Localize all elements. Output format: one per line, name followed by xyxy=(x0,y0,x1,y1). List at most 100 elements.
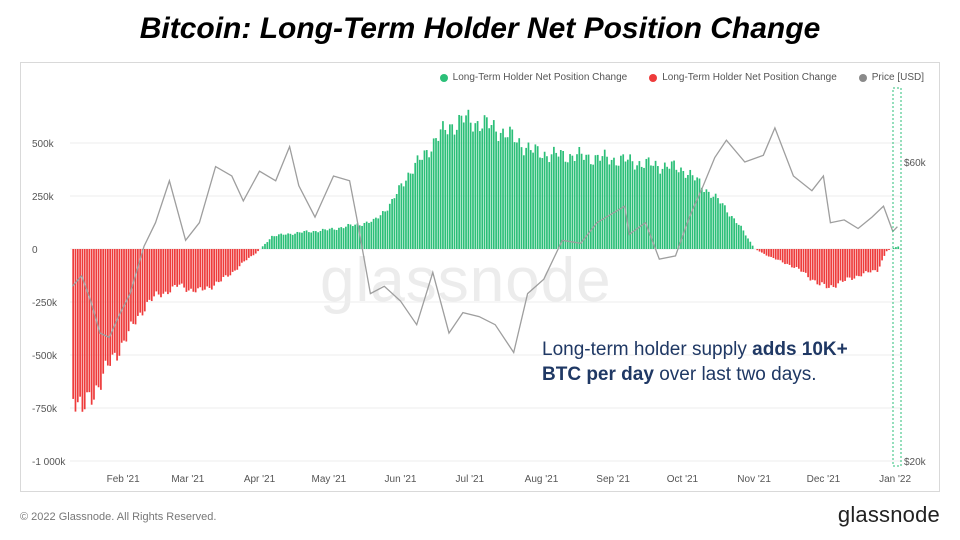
positive-bar xyxy=(668,168,671,249)
positive-bar xyxy=(587,154,590,249)
positive-bar xyxy=(622,154,625,249)
positive-bar xyxy=(543,151,546,249)
positive-bar xyxy=(601,156,604,249)
negative-bar xyxy=(828,249,830,288)
positive-bar xyxy=(659,173,662,249)
y-left-tick-label: -500k xyxy=(32,351,58,362)
positive-bar xyxy=(296,231,299,249)
positive-bar xyxy=(488,128,491,249)
positive-bar xyxy=(895,247,897,249)
positive-bar xyxy=(532,152,534,249)
positive-bar xyxy=(273,236,276,249)
legend-item-price[interactable]: Price [USD] xyxy=(858,72,924,83)
positive-bar xyxy=(384,211,387,249)
positive-bar xyxy=(652,165,655,249)
negative-bar xyxy=(756,249,759,251)
positive-bar xyxy=(682,171,685,249)
negative-bar xyxy=(224,249,227,276)
negative-bar xyxy=(222,249,225,277)
positive-bar xyxy=(418,159,421,249)
x-tick-label: Dec '21 xyxy=(807,474,841,485)
negative-bar xyxy=(215,249,218,282)
positive-bar xyxy=(555,152,558,249)
negative-bar xyxy=(178,249,181,285)
positive-bar xyxy=(351,226,354,249)
positive-bar xyxy=(333,229,336,249)
negative-bar xyxy=(869,249,872,273)
positive-bar xyxy=(677,172,680,249)
positive-bar xyxy=(499,132,502,249)
x-tick-label: Feb '21 xyxy=(107,474,140,485)
positive-bar xyxy=(284,234,287,249)
positive-bar xyxy=(451,124,454,249)
positive-bar xyxy=(645,158,648,249)
y-left-tick-label: -250k xyxy=(32,298,58,309)
positive-bar xyxy=(592,164,595,249)
positive-bar xyxy=(271,235,273,249)
x-tick-label: Apr '21 xyxy=(244,474,276,485)
positive-bar xyxy=(553,146,555,249)
negative-bar xyxy=(106,249,109,366)
negative-bar xyxy=(247,249,250,258)
positive-bar xyxy=(331,227,333,249)
negative-bar xyxy=(86,249,88,393)
positive-bar xyxy=(442,121,444,249)
positive-bar xyxy=(541,158,544,249)
positive-bar xyxy=(539,157,541,249)
negative-bar xyxy=(777,249,779,260)
legend-item-negative[interactable]: Long-Term Holder Net Position Change xyxy=(649,72,837,83)
positive-bar xyxy=(710,197,712,249)
positive-bar xyxy=(606,156,608,249)
positive-bar xyxy=(483,115,486,249)
positive-bar xyxy=(714,193,717,249)
positive-bar xyxy=(432,138,435,249)
negative-bar xyxy=(197,249,199,289)
negative-bar xyxy=(116,249,118,361)
negative-bar xyxy=(791,249,793,268)
positive-bar xyxy=(495,131,497,249)
positive-bar xyxy=(707,191,710,249)
negative-bar xyxy=(81,249,84,412)
copyright-footer: © 2022 Glassnode. All Rights Reserved. xyxy=(20,511,217,523)
negative-bar xyxy=(809,249,812,281)
negative-bar xyxy=(883,249,886,256)
positive-bar xyxy=(684,177,687,249)
negative-bar xyxy=(132,249,135,324)
positive-bar xyxy=(335,230,338,249)
positive-bar xyxy=(393,198,396,249)
negative-bar xyxy=(93,249,95,400)
negative-bar xyxy=(837,249,839,284)
positive-bar xyxy=(298,232,301,249)
positive-bar xyxy=(661,168,664,249)
positive-bar xyxy=(747,238,749,249)
negative-bar xyxy=(814,249,816,281)
negative-bar xyxy=(201,249,204,291)
positive-bar xyxy=(321,228,324,249)
positive-bar xyxy=(474,123,477,249)
negative-bar xyxy=(162,249,165,294)
positive-bar xyxy=(388,203,391,249)
positive-bar xyxy=(536,146,539,249)
positive-bar xyxy=(559,150,562,249)
positive-bar xyxy=(460,115,463,249)
negative-bar xyxy=(164,249,167,292)
x-tick-label: Jun '21 xyxy=(385,474,417,485)
positive-bar xyxy=(571,155,574,249)
positive-bar xyxy=(578,146,581,249)
negative-bar xyxy=(143,249,146,312)
negative-bar xyxy=(199,249,202,288)
negative-bar xyxy=(185,249,188,292)
positive-bar xyxy=(481,128,484,249)
positive-bar xyxy=(698,178,701,249)
brand-logo: glassnode xyxy=(837,502,940,527)
negative-bar xyxy=(252,249,255,256)
negative-bar xyxy=(846,249,849,278)
positive-bar xyxy=(733,218,735,249)
negative-bar xyxy=(180,249,183,284)
positive-bar xyxy=(742,230,745,249)
negative-bar xyxy=(236,249,239,270)
positive-bar xyxy=(289,233,292,249)
legend-item-positive[interactable]: Long-Term Holder Net Position Change xyxy=(439,72,627,83)
positive-bar xyxy=(546,156,548,249)
